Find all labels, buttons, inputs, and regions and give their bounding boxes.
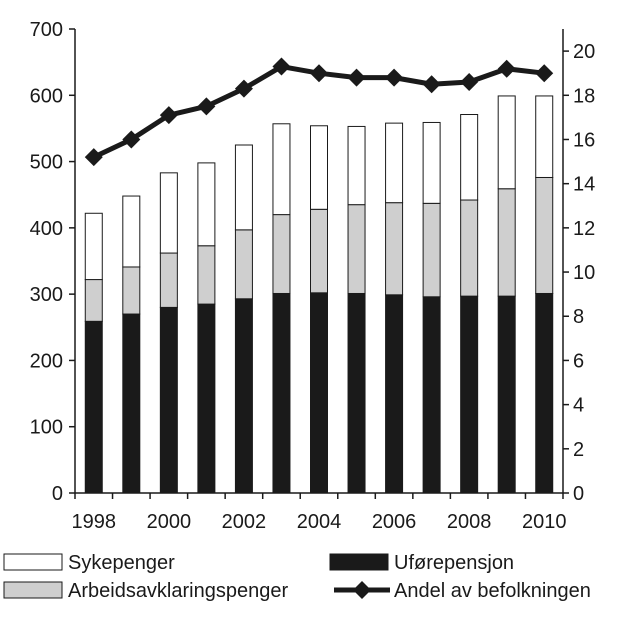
bar-arbeidsavklaringspenger-2010 <box>535 176 554 294</box>
bar-arbeidsavklaringspenger-2004 <box>310 208 328 294</box>
bar-arbeidsavklaringspenger-1999 <box>122 266 141 315</box>
point-andel-av-befolkningen-2002 <box>234 79 253 98</box>
bar-sykepenger-2005 <box>347 125 366 206</box>
y-right-tick-label-2: 2 <box>573 439 584 461</box>
legend-label: Uførepensjon <box>394 552 514 574</box>
point-andel-av-befolkningen-2008 <box>460 73 479 92</box>
point-andel-av-befolkningen-1998 <box>84 148 103 167</box>
point-andel-av-befolkningen-2005 <box>347 68 366 87</box>
bar-sykepenger-2004 <box>310 125 328 210</box>
bar-arbeidsavklaringspenger-2006 <box>385 202 404 296</box>
legend-swatch-box <box>329 553 389 571</box>
y-right-tick-label-18: 18 <box>573 85 595 107</box>
y-left-tick-label-700: 700 <box>30 19 63 41</box>
bar-sykepenger-2009 <box>497 95 516 190</box>
bar-uforepensjon-2001 <box>197 303 216 494</box>
axes: 0100200300400500600700024681012141618201… <box>30 19 596 533</box>
bar-arbeidsavklaringspenger-2001 <box>197 245 216 305</box>
bar-arbeidsavklaringspenger-1998 <box>84 279 103 322</box>
point-andel-av-befolkningen-1999 <box>122 130 141 149</box>
legend-item-sykepenger: Sykepenger <box>3 552 175 574</box>
x-tick-label-1998: 1998 <box>72 511 117 533</box>
bar-arbeidsavklaringspenger-2005 <box>347 204 366 294</box>
point-andel-av-befolkningen-2007 <box>422 75 441 94</box>
y-left-tick-label-100: 100 <box>30 417 63 439</box>
bar-arbeidsavklaringspenger-2000 <box>159 252 178 308</box>
point-andel-av-befolkningen-2003 <box>272 57 291 76</box>
legend-swatch-box <box>3 553 63 571</box>
bar-uforepensjon-2008 <box>460 295 479 494</box>
y-right-tick-label-16: 16 <box>573 129 595 151</box>
legend-label: Sykepenger <box>68 552 175 574</box>
bar-uforepensjon-2006 <box>385 294 404 494</box>
x-tick-label-2010: 2010 <box>522 511 567 533</box>
x-tick-label-2002: 2002 <box>222 511 267 533</box>
bar-arbeidsavklaringspenger-2009 <box>497 188 516 297</box>
y-left-tick-label-500: 500 <box>30 152 63 174</box>
legend: Sykepenger Uførepensjon Arbeidsavklaringsp… <box>3 552 591 602</box>
x-tick-label-2008: 2008 <box>447 511 492 533</box>
plot-area <box>84 57 554 494</box>
bar-uforepensjon-2007 <box>422 296 441 494</box>
point-andel-av-befolkningen-2010 <box>535 64 554 83</box>
bar-uforepensjon-2003 <box>272 292 291 494</box>
bar-sykepenger-2001 <box>197 162 216 247</box>
bar-uforepensjon-1999 <box>122 313 141 494</box>
bar-sykepenger-2007 <box>422 121 441 204</box>
x-tick-label-2004: 2004 <box>297 511 342 533</box>
bar-sykepenger-2002 <box>234 144 253 231</box>
y-left-tick-label-600: 600 <box>30 85 63 107</box>
y-right-tick-label-14: 14 <box>573 174 595 196</box>
bar-sykepenger-1998 <box>84 212 103 281</box>
bar-sykepenger-1999 <box>122 195 141 268</box>
y-left-tick-label-0: 0 <box>52 483 63 505</box>
legend-label: Andel av befolkningen <box>394 580 591 602</box>
bar-sykepenger-2003 <box>272 123 291 216</box>
bar-sykepenger-2000 <box>159 172 178 254</box>
bar-uforepensjon-2000 <box>159 306 178 494</box>
y-right-tick-label-12: 12 <box>573 218 595 240</box>
point-andel-av-befolkningen-2001 <box>197 97 216 116</box>
bar-uforepensjon-2009 <box>497 295 516 494</box>
legend-item-andel-av-befolkningen: Andel av befolkningen <box>334 580 591 602</box>
legend-label: Arbeidsavklaringspenger <box>68 580 288 602</box>
point-andel-av-befolkningen-2004 <box>310 64 328 83</box>
y-right-tick-label-8: 8 <box>573 306 584 328</box>
bar-sykepenger-2010 <box>535 95 554 178</box>
bar-uforepensjon-1998 <box>84 320 103 494</box>
legend-item-uforepensjon: Uførepensjon <box>329 552 514 574</box>
legend-swatch-box <box>3 581 63 599</box>
bar-arbeidsavklaringspenger-2007 <box>422 202 441 298</box>
y-left-tick-label-300: 300 <box>30 284 63 306</box>
point-andel-av-befolkningen-2006 <box>385 68 404 87</box>
y-left-tick-label-400: 400 <box>30 218 63 240</box>
bar-sykepenger-2006 <box>385 122 404 204</box>
legend-item-arbeidsavklaringspenger: Arbeidsavklaringspenger <box>3 580 288 602</box>
bar-arbeidsavklaringspenger-2008 <box>460 199 479 297</box>
x-tick-label-2000: 2000 <box>147 511 192 533</box>
y-right-tick-label-10: 10 <box>573 262 595 284</box>
legend-swatch-diamond <box>353 581 371 599</box>
y-right-tick-label-0: 0 <box>573 483 584 505</box>
point-andel-av-befolkningen-2009 <box>497 59 516 78</box>
bar-uforepensjon-2005 <box>347 292 366 494</box>
bar-arbeidsavklaringspenger-2003 <box>272 214 291 294</box>
x-tick-label-2006: 2006 <box>372 511 417 533</box>
bar-uforepensjon-2010 <box>535 292 554 494</box>
bar-sykepenger-2008 <box>460 114 479 201</box>
bar-uforepensjon-2002 <box>234 298 253 494</box>
y-right-tick-label-6: 6 <box>573 350 584 372</box>
point-andel-av-befolkningen-2000 <box>159 106 178 125</box>
y-left-tick-label-200: 200 <box>30 350 63 372</box>
bar-uforepensjon-2004 <box>310 292 328 494</box>
bar-arbeidsavklaringspenger-2002 <box>234 229 253 300</box>
y-right-tick-label-4: 4 <box>573 395 584 417</box>
y-right-tick-label-20: 20 <box>573 41 595 63</box>
